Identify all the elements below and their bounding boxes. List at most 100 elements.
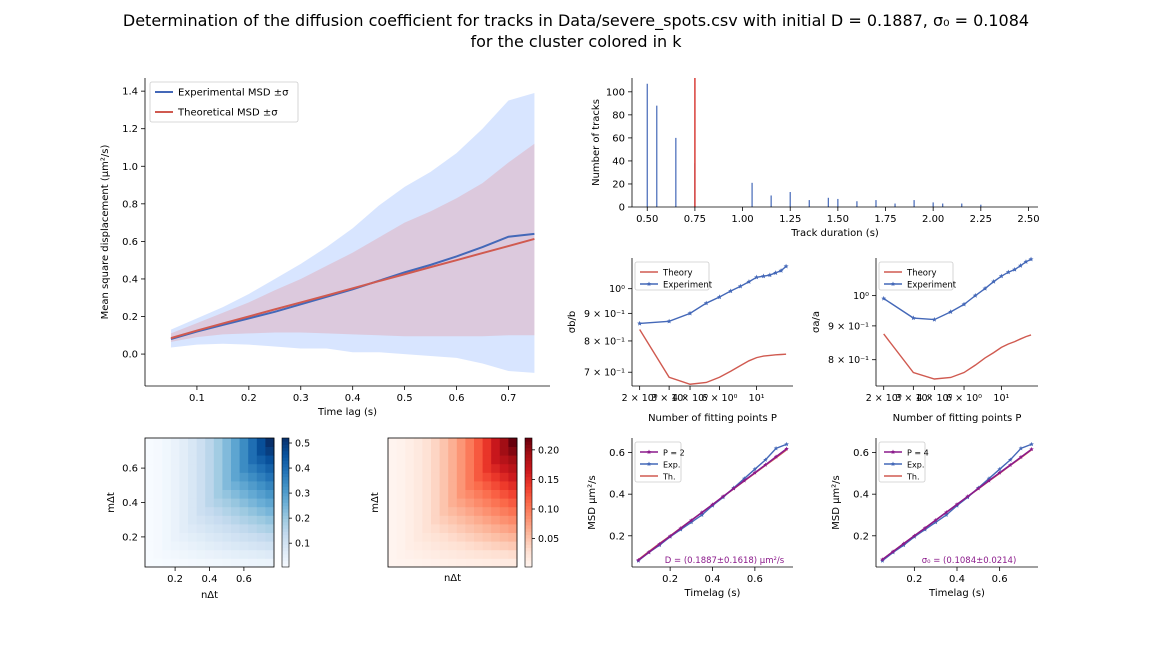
heat-blue-cell — [213, 455, 223, 465]
heat-red-colorbar-segment — [525, 505, 532, 510]
sigma-a-legend-label: Theory — [906, 269, 937, 279]
heat-red-cell — [482, 455, 492, 465]
heat-red-cell — [482, 558, 492, 568]
heat-blue-colorbar-segment — [282, 544, 289, 549]
sigma-a-legend — [878, 261, 954, 291]
hist-bar — [932, 202, 934, 207]
heat-blue-cell — [248, 532, 258, 542]
heat-blue-cell — [205, 541, 215, 551]
heat-blue-cell — [222, 506, 232, 516]
heat-blue-cell — [188, 524, 197, 533]
heat-blue-cell — [248, 524, 258, 533]
heat-blue-cell — [179, 558, 189, 568]
heat-red-colorbar-segment — [525, 554, 532, 558]
heat-red-cell — [431, 506, 440, 516]
heat-blue-colorbar-tick-label: 0.5 — [295, 439, 310, 450]
heat-blue-cell — [213, 532, 223, 542]
heat-red-colorbar-segment — [525, 499, 532, 503]
heat-blue-cell — [213, 506, 223, 516]
heat-blue-x-label: nΔt — [201, 590, 218, 601]
heat-red-cell — [422, 463, 432, 473]
sigma-a-x-tick-label: 6 × 10⁰ — [946, 393, 982, 404]
sigma-a-x-tick-label: 10¹ — [993, 393, 1009, 404]
heat-blue-cell — [188, 438, 197, 447]
sigma-a-experiment-point — [998, 273, 1004, 279]
heat-blue-cell — [265, 541, 275, 551]
hist-x-tick-label: 0.50 — [636, 214, 658, 225]
heat-blue-cell — [170, 455, 180, 465]
heat-red-cell — [448, 515, 458, 525]
heat-red-cell — [491, 446, 501, 456]
sigma-a-legend-marker — [890, 281, 896, 287]
heat-blue-colorbar-segment — [282, 563, 289, 568]
hist-bar — [837, 198, 839, 207]
sigma-a-experiment-point — [1018, 263, 1024, 268]
heat-blue-cell — [170, 524, 180, 533]
msd-main-x-tick-label: 0.7 — [501, 393, 517, 404]
fit-p4-fit-point — [933, 517, 938, 523]
heat-red-cell — [413, 472, 423, 482]
heat-red-cell — [405, 481, 415, 490]
heat-red-cell — [439, 446, 449, 456]
sigma-b-x-tick-label: 2 × 10⁰ — [622, 393, 658, 404]
heat-red-cell — [474, 472, 483, 482]
heat-red-cell — [422, 558, 432, 568]
heat-red-cell — [422, 472, 432, 482]
heat-red-cell — [396, 472, 406, 482]
heat-blue-colorbar-segment — [282, 467, 289, 471]
heat-red-cell — [439, 438, 449, 447]
fit-p4-fit-point — [954, 502, 960, 507]
heat-blue-cell — [188, 463, 197, 473]
heat-red-cell — [456, 498, 466, 508]
heat-red-cell — [456, 446, 466, 456]
heat-red-cell — [431, 446, 440, 456]
heat-blue-colorbar-segment — [282, 560, 289, 565]
heat-blue-cell — [162, 549, 172, 559]
heat-red-cell — [474, 515, 483, 525]
heat-blue-cell — [196, 438, 206, 447]
sigma-b-x-label: Number of fitting points P — [648, 413, 777, 424]
heat-red-cell — [405, 549, 415, 559]
heat-blue-cell — [256, 489, 266, 499]
heat-red-cell — [508, 549, 518, 559]
heat-red-cell — [465, 541, 475, 551]
heat-red-cell — [508, 481, 518, 490]
heat-blue-cell — [205, 489, 215, 499]
heat-blue-colorbar-segment — [282, 547, 289, 552]
sigma-b-experiment-point — [754, 274, 760, 280]
heat-blue-cell — [196, 524, 206, 533]
sigma-b-y-tick-label: 8 × 10⁻¹ — [584, 336, 625, 347]
sigma-a-experiment-point — [982, 285, 988, 291]
heat-blue-cell — [222, 558, 232, 568]
heat-red-cell — [499, 438, 509, 447]
heat-blue-cell — [153, 472, 163, 482]
heat-blue-y-label: mΔt — [106, 492, 117, 513]
heat-red-cell — [413, 498, 423, 508]
fit-p4-legend-label: Exp. — [907, 461, 924, 470]
sigma-b-y-tick-label: 10⁰ — [609, 284, 625, 295]
heat-red-cell — [448, 463, 458, 473]
sigma-a-experiment-point — [1012, 266, 1018, 272]
heat-red-colorbar-segment — [525, 560, 532, 565]
heat-red-cell — [388, 489, 397, 499]
heat-red-cell — [465, 472, 475, 482]
heat-red-cell — [431, 524, 440, 533]
heat-red-cell — [396, 446, 406, 456]
heat-blue-cell — [170, 558, 180, 568]
heat-blue-cell — [145, 506, 154, 516]
fit-p2-fit-point — [731, 486, 736, 491]
heat-red-cell — [474, 541, 483, 551]
heat-red-cell — [439, 558, 449, 568]
msd-main-chart: 0.1 0.2 0.3 0.4 0.5 0.6 0.7 0.0 0.2 0.4 0.6 0.8 1.0 1… — [100, 78, 550, 418]
heat-blue-colorbar-segment — [282, 508, 289, 513]
heat-red-cell — [448, 472, 458, 482]
hist-bar — [875, 200, 877, 207]
heat-red-cell — [413, 489, 423, 499]
heat-blue-cell — [145, 489, 154, 499]
hist-bar — [980, 204, 982, 207]
heat-red-cell — [439, 455, 449, 465]
heat-red-colorbar-frame — [524, 437, 533, 568]
heat-blue-colorbar-segment — [282, 460, 289, 465]
heat-blue-colorbar-segment — [282, 483, 289, 487]
fit-p4-y-tick-label: 0.4 — [853, 490, 869, 501]
